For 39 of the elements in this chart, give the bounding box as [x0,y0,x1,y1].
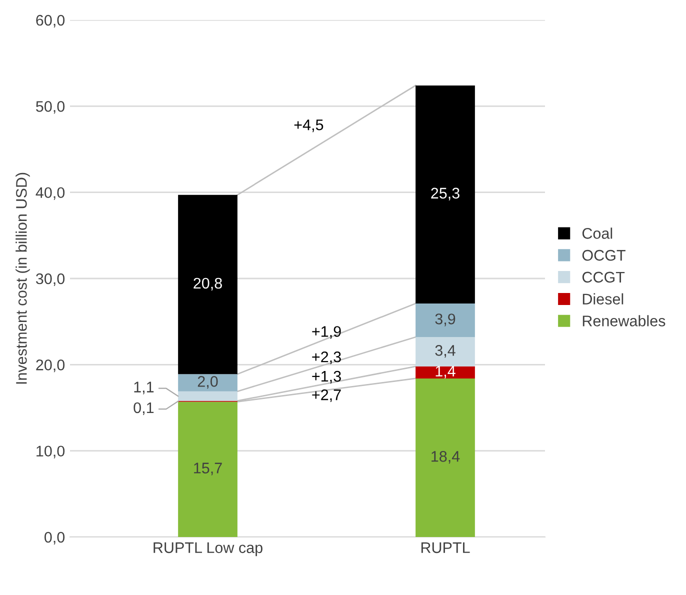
y-tick-label: 30,0 [36,273,65,286]
legend-label: CCGT [582,272,625,283]
bar [178,374,238,392]
legend-label: Diesel [582,293,624,304]
y-axis-title: Investment cost (in billion USD) [16,172,30,384]
x-tick-label: RUPTL Low cap [154,542,262,556]
data-label: 18,4 [432,451,460,464]
bar [416,303,475,338]
data-label: 15,7 [194,462,222,476]
annotation: +1,9 [312,326,341,339]
data-label: 20,8 [194,278,222,290]
y-tick-label: 40,0 [36,187,65,200]
y-tick-label: 20,0 [36,360,65,372]
bar [416,85,475,304]
data-label: 25,3 [431,188,460,200]
bar [178,194,238,374]
data-label: 0,1 [134,402,154,415]
data-label: 1,1 [134,382,154,394]
data-label: 3,4 [435,345,456,358]
y-tick-label: 0,0 [44,532,65,544]
annotation: +1,3 [312,370,341,384]
x-tick-label: RUPTL [421,542,470,554]
annotation: +2,7 [312,389,341,402]
bar [178,391,238,401]
annotation: +2,3 [312,351,341,364]
annotation: +4,5 [294,120,324,132]
legend-label: Renewables [582,315,666,326]
bar [178,402,238,537]
data-label: 2,0 [198,376,218,389]
legend-label: OCGT [582,250,626,261]
y-tick-label: 60,0 [36,14,65,28]
y-tick-label: 50,0 [36,101,65,114]
bar [416,366,475,378]
data-label: 1,4 [436,366,456,378]
data-label: 3,9 [435,314,456,326]
bar [416,337,475,366]
legend-label: Coal [582,228,612,239]
y-tick-label: 10,0 [36,446,65,458]
bar [416,378,475,537]
